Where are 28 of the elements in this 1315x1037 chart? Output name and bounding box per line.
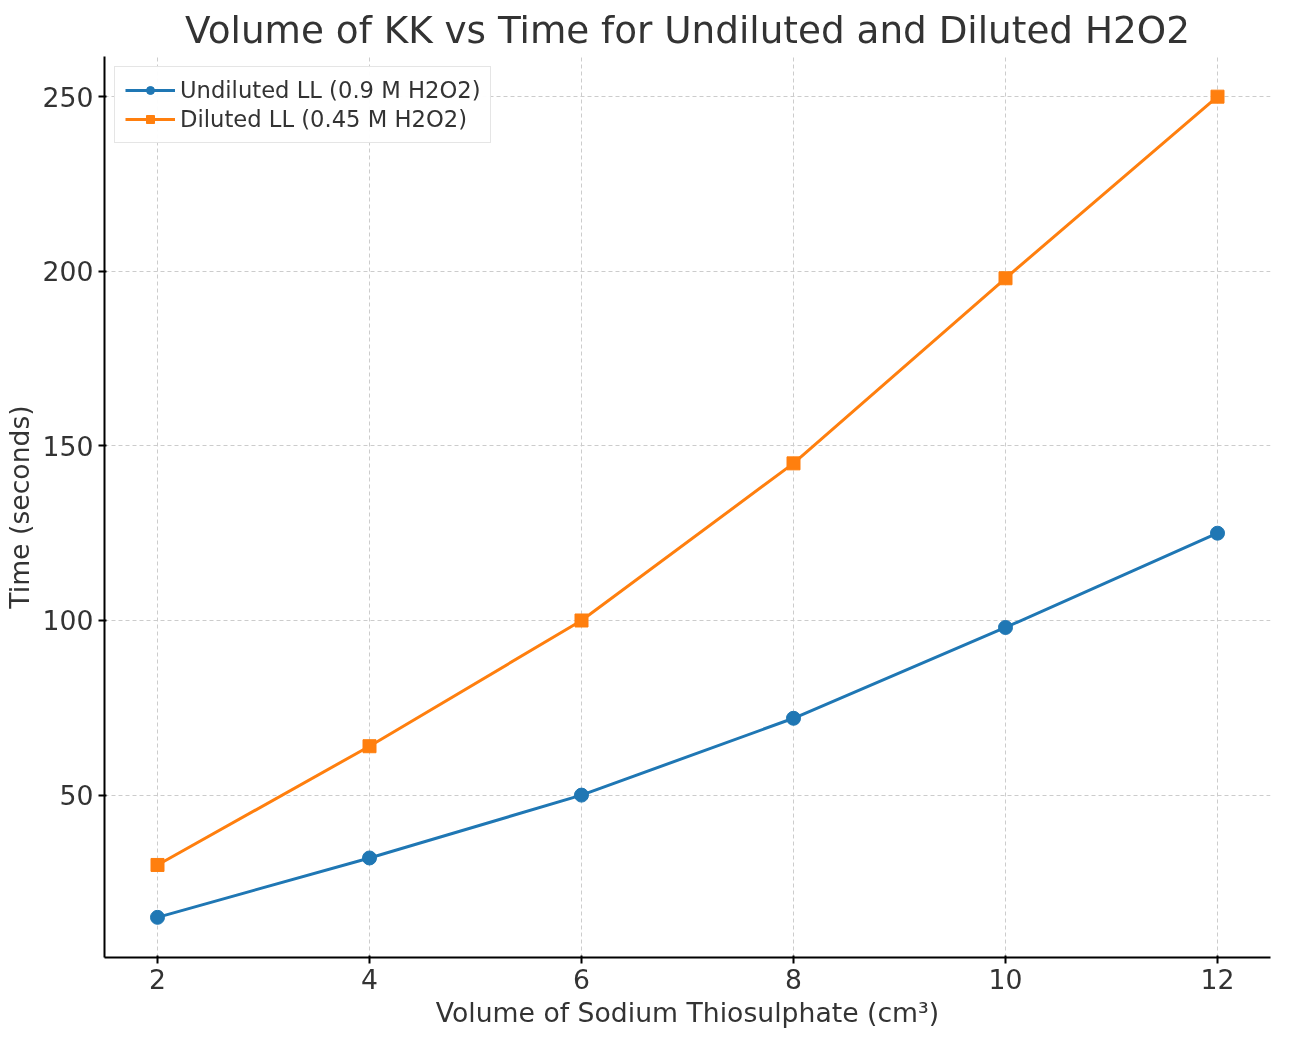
y-axis-title: Time (seconds) (3, 405, 35, 610)
point (998, 271, 1013, 286)
x-tick-label: 4 (361, 963, 378, 995)
point (574, 787, 589, 803)
legend-label: Undiluted LL (0.9 M H2O2) (180, 77, 481, 103)
x-tick-label: 6 (573, 963, 590, 995)
legend-label: Diluted LL (0.45 M H2O2) (180, 106, 468, 132)
chart-title: Volume of KK vs Time for Undiluted and Diluted H2O2 (185, 7, 1190, 52)
x-tick-label: 12 (1200, 963, 1235, 995)
y-tick-label: 150 (42, 430, 94, 462)
point (998, 620, 1013, 635)
point (786, 456, 801, 471)
y-tick-label: 200 (42, 256, 94, 288)
point (362, 850, 377, 866)
point (1210, 89, 1225, 104)
y-tick-label: 250 (42, 81, 94, 113)
y-tick-label: 100 (42, 605, 94, 637)
x-axis-title: Volume of Sodium Thiosulphate (cm³) (435, 996, 940, 1028)
x-tick-label: 10 (988, 963, 1023, 995)
point (574, 613, 589, 628)
point (150, 857, 165, 872)
point (150, 909, 165, 925)
point (1210, 525, 1225, 541)
point (362, 739, 377, 754)
x-tick-label: 2 (149, 963, 166, 995)
y-tick-label: 50 (59, 780, 94, 812)
x-tick-label: 8 (785, 963, 802, 995)
point (786, 710, 801, 726)
